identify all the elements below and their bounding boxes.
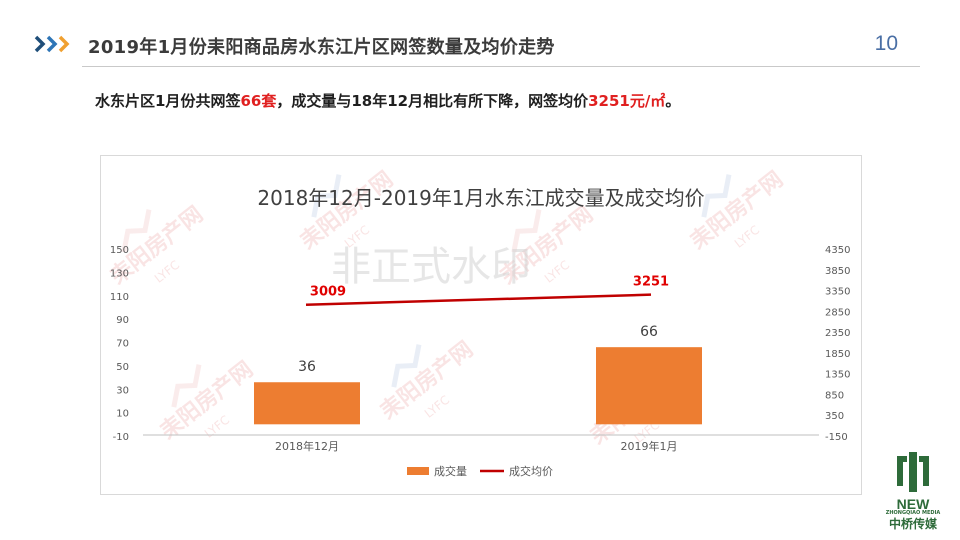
- logo-new-text: NEW: [896, 496, 930, 512]
- summary-sets-value: 66套: [240, 92, 277, 110]
- legend-label-price: 成交均价: [509, 464, 553, 478]
- summary-part1: 水东片区1月份共网签: [95, 92, 241, 110]
- y-right-tick-label: 850: [825, 390, 844, 401]
- summary-part3: 。: [665, 92, 681, 110]
- center-watermark: 非正式水印: [331, 244, 531, 290]
- x-tick-label: 2018年12月: [275, 439, 339, 453]
- watermark-mark: [171, 364, 202, 408]
- chart-frame: 耒阳房产网 LYFC 耒阳房产网 LYFC 耒阳房产网 LYFC 耒阳房产网 LYFC 耒阳房产…: [100, 155, 862, 495]
- summary-part2: ，成交量与18年12月相比有所下降，网签均价: [276, 92, 589, 110]
- y-left-tick-label: 70: [116, 339, 129, 350]
- y-left-tick-label: 50: [116, 362, 129, 373]
- y-left-tick-label: 30: [116, 385, 129, 396]
- y-left-tick-label: -10: [113, 432, 129, 443]
- watermark-mark: [511, 209, 542, 253]
- watermark-mark: [701, 174, 732, 218]
- y-left-tick-label: 110: [110, 292, 129, 303]
- legend-swatch-bar: [407, 467, 429, 475]
- bar-1: [254, 382, 360, 425]
- plot-area: -10 10 30 50 70 90 110 130 150 -150 350 850 1350 1850…: [110, 245, 851, 478]
- bar-data-label: 66: [640, 324, 658, 340]
- summary-text: 水东片区1月份共网签66套，成交量与18年12月相比有所下降，网签均价3251元…: [95, 90, 680, 111]
- y-right-tick-label: -150: [825, 432, 848, 443]
- slide-title: 2019年1月份耒阳商品房水东江片区网签数量及均价走势: [88, 37, 555, 58]
- y-right-tick-label: 2850: [825, 307, 850, 318]
- price-data-label: 3251: [633, 275, 669, 290]
- x-tick-label: 2019年1月: [621, 439, 678, 453]
- y-right-tick-label: 1850: [825, 349, 850, 360]
- y-right-tick-label: 350: [825, 411, 844, 422]
- y-left-tick-label: 10: [116, 409, 129, 420]
- y-left-tick-label: 150: [110, 245, 129, 256]
- price-data-label: 3009: [310, 285, 346, 300]
- bar-2: [596, 347, 702, 425]
- title-divider: [82, 66, 920, 67]
- y-right-tick-label: 3350: [825, 287, 850, 298]
- zhongqiao-logo: NEW ZHONGQIAO MEDIA 中桥传媒: [876, 452, 950, 532]
- summary-price-value: 3251元/㎡: [588, 92, 666, 110]
- y-left-tick-label: 90: [116, 315, 129, 326]
- chevron-arrows-icon: [34, 35, 70, 53]
- watermark-mark: [311, 174, 342, 218]
- y-right-tick-label: 3850: [825, 266, 850, 277]
- y-right-tick-label: 1350: [825, 370, 850, 381]
- y-right-tick-label: 4350: [825, 245, 850, 256]
- bar-data-label: 36: [298, 359, 316, 375]
- logo-english-text: ZHONGQIAO MEDIA: [885, 510, 941, 516]
- logo-chinese-text: 中桥传媒: [888, 517, 937, 531]
- logo-mark-icon: [897, 452, 929, 492]
- legend-label-volume: 成交量: [434, 464, 467, 478]
- watermark-mark: [121, 209, 152, 253]
- y-right-tick-label: 2350: [825, 328, 850, 339]
- price-line: [305, 293, 652, 306]
- page-number: 10: [874, 32, 898, 55]
- y-left-tick-label: 130: [110, 268, 129, 279]
- chart-title: 2018年12月-2019年1月水东江成交量及成交均价: [257, 186, 704, 210]
- watermark-mark: [391, 344, 422, 388]
